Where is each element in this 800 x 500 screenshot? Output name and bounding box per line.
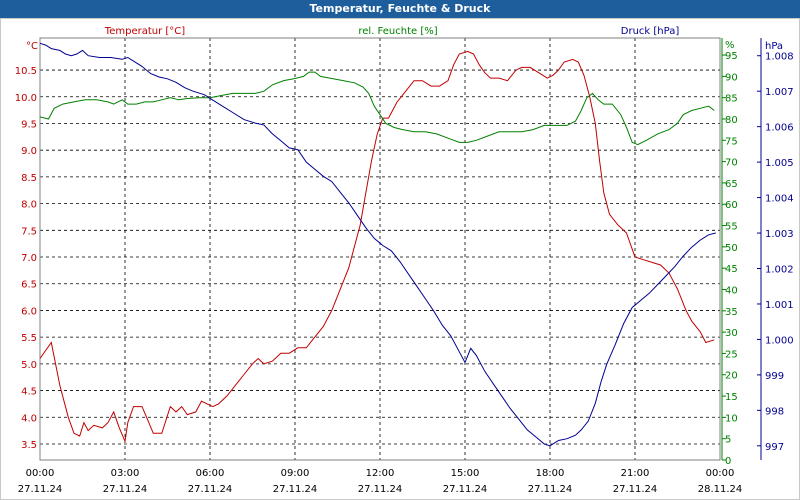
humidity-tick-label: 60 (725, 200, 738, 211)
x-tick-time: 18:00 (536, 468, 565, 479)
x-tick-date: 27.11.24 (358, 484, 403, 495)
humidity-tick-label: 25 (725, 349, 738, 360)
x-tick-date: 27.11.24 (18, 484, 63, 495)
humidity-tick-label: 80 (725, 115, 738, 126)
pressure-tick-label: 1.002 (765, 265, 794, 276)
series-name-label: rel. Feuchte [%] (358, 26, 437, 37)
x-tick-time: 03:00 (111, 468, 140, 479)
axis-labels: 00:00 27.11.24 03:00 27.11.24 06:00 27.11.24 0… (15, 26, 794, 495)
x-tick-date: 27.11.24 (613, 484, 658, 495)
temperature-tick-label: 8.0 (21, 200, 37, 211)
x-tick-date: 27.11.24 (528, 484, 573, 495)
x-tick-date: 27.11.24 (103, 484, 148, 495)
pressure-tick-label: 1.003 (765, 229, 794, 240)
x-tick-date: 27.11.24 (273, 484, 318, 495)
humidity-tick-label: 30 (725, 328, 738, 339)
x-tick-time: 00:00 (706, 468, 735, 479)
temperature-tick-label: 6.5 (21, 280, 37, 291)
humidity-tick-label: 90 (725, 72, 738, 83)
chart-title: Temperatur, Feuchte & Druck (0, 0, 800, 18)
temperature-tick-label: 8.5 (21, 173, 37, 184)
humidity-unit-label: % (725, 40, 735, 51)
data-series (39, 42, 716, 447)
temperature-tick-label: 7.5 (21, 226, 37, 237)
pressure-tick-label: 1.004 (765, 194, 794, 205)
humidity-tick-label: 0 (725, 456, 731, 467)
temperature-tick-label: 9.0 (21, 146, 37, 157)
axes (721, 38, 762, 461)
temperature-tick-label: 7.0 (21, 253, 37, 264)
x-tick-time: 21:00 (621, 468, 650, 479)
x-tick-time: 09:00 (281, 468, 310, 479)
humidity-tick-label: 45 (725, 264, 738, 275)
temperature-tick-label: 3.5 (21, 440, 37, 451)
x-tick-date: 27.11.24 (188, 484, 233, 495)
plot-area (39, 37, 721, 461)
temperature-tick-label: 10.5 (15, 66, 37, 77)
humidity-tick-label: 20 (725, 371, 738, 382)
series-line-temperature (39, 50, 715, 444)
pressure-tick-label: 997 (765, 442, 784, 453)
series-line-humidity (39, 71, 715, 146)
humidity-tick-label: 85 (725, 94, 738, 105)
x-tick-time: 15:00 (451, 468, 480, 479)
humidity-tick-label: 50 (725, 243, 738, 254)
pressure-tick-label: 1.006 (765, 123, 794, 134)
temperature-tick-label: 4.0 (21, 413, 37, 424)
pressure-tick-label: 998 (765, 406, 784, 417)
humidity-tick-label: 65 (725, 179, 738, 190)
humidity-tick-label: 35 (725, 307, 738, 318)
series-name-label: Druck [hPa] (621, 26, 680, 37)
series-name-label: Temperatur [°C] (104, 26, 185, 37)
temperature-tick-label: 5.5 (21, 333, 37, 344)
grid-lines (39, 38, 721, 460)
humidity-tick-label: 15 (725, 392, 738, 403)
humidity-tick-label: 10 (725, 413, 738, 424)
humidity-tick-label: 70 (725, 158, 738, 169)
pressure-tick-label: 1.000 (765, 335, 794, 346)
pressure-tick-label: 1.008 (765, 52, 794, 63)
temperature-tick-label: 5.0 (21, 360, 37, 371)
pressure-tick-label: 1.005 (765, 158, 794, 169)
humidity-tick-label: 40 (725, 285, 738, 296)
temperature-tick-label: 4.5 (21, 387, 37, 398)
humidity-tick-label: 55 (725, 222, 738, 233)
pressure-tick-label: 999 (765, 371, 784, 382)
humidity-tick-label: 95 (725, 51, 738, 62)
x-tick-time: 06:00 (196, 468, 225, 479)
series-line-pressure (39, 42, 716, 447)
temperature-tick-label: 9.5 (21, 119, 37, 130)
x-tick-date: 28.11.24 (698, 484, 743, 495)
temperature-tick-label: 6.0 (21, 306, 37, 317)
x-tick-time: 00:00 (26, 468, 55, 479)
humidity-tick-label: 75 (725, 136, 738, 147)
pressure-tick-label: 1.007 (765, 87, 794, 98)
temperature-tick-label: 10.0 (15, 93, 37, 104)
humidity-tick-label: 5 (725, 435, 731, 446)
pressure-tick-label: 1.001 (765, 300, 794, 311)
pressure-unit-label: hPa (765, 41, 783, 52)
x-tick-date: 27.11.24 (443, 484, 488, 495)
temperature-unit-label: °C (26, 41, 38, 52)
x-tick-time: 12:00 (366, 468, 395, 479)
